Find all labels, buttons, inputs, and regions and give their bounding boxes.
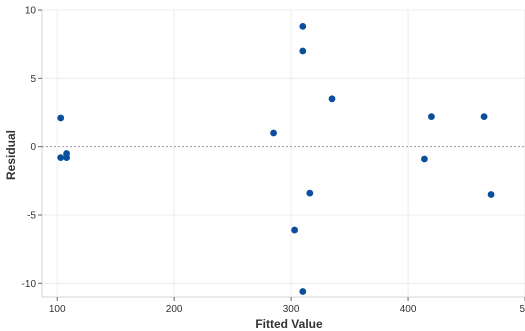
data-point	[487, 191, 495, 198]
data-points	[57, 23, 495, 295]
data-point	[299, 23, 307, 30]
y-tick-label: 10	[25, 6, 37, 17]
data-point	[306, 189, 314, 197]
x-tick-label: 400	[400, 304, 417, 315]
data-point	[299, 47, 307, 55]
data-point	[328, 95, 336, 103]
plot-area	[41, 9, 525, 298]
data-point	[299, 288, 307, 295]
y-axis-title: Residual	[4, 130, 18, 180]
y-tick-label: -5	[27, 211, 36, 222]
data-point	[57, 114, 65, 122]
data-point	[63, 154, 70, 162]
y-axis-ticks: 10 5 0 -5 -10	[22, 6, 42, 290]
y-tick-label: 5	[30, 74, 36, 85]
data-point	[421, 155, 428, 163]
y-tick-label: 0	[30, 142, 36, 153]
y-tick-label: -10	[22, 279, 37, 290]
data-point	[291, 226, 299, 234]
data-point	[57, 154, 65, 162]
x-axis-title: Fitted Value	[255, 317, 323, 331]
data-point	[270, 129, 277, 137]
x-tick-label: 100	[49, 304, 66, 315]
data-point	[480, 113, 488, 120]
x-tick-label: 300	[283, 304, 300, 315]
x-tick-label: 200	[166, 304, 183, 315]
gridlines	[42, 9, 525, 297]
x-axis-ticks: 100 200 300 400 50	[49, 297, 525, 315]
data-point	[428, 113, 435, 120]
x-tick-label: 50	[519, 304, 525, 315]
